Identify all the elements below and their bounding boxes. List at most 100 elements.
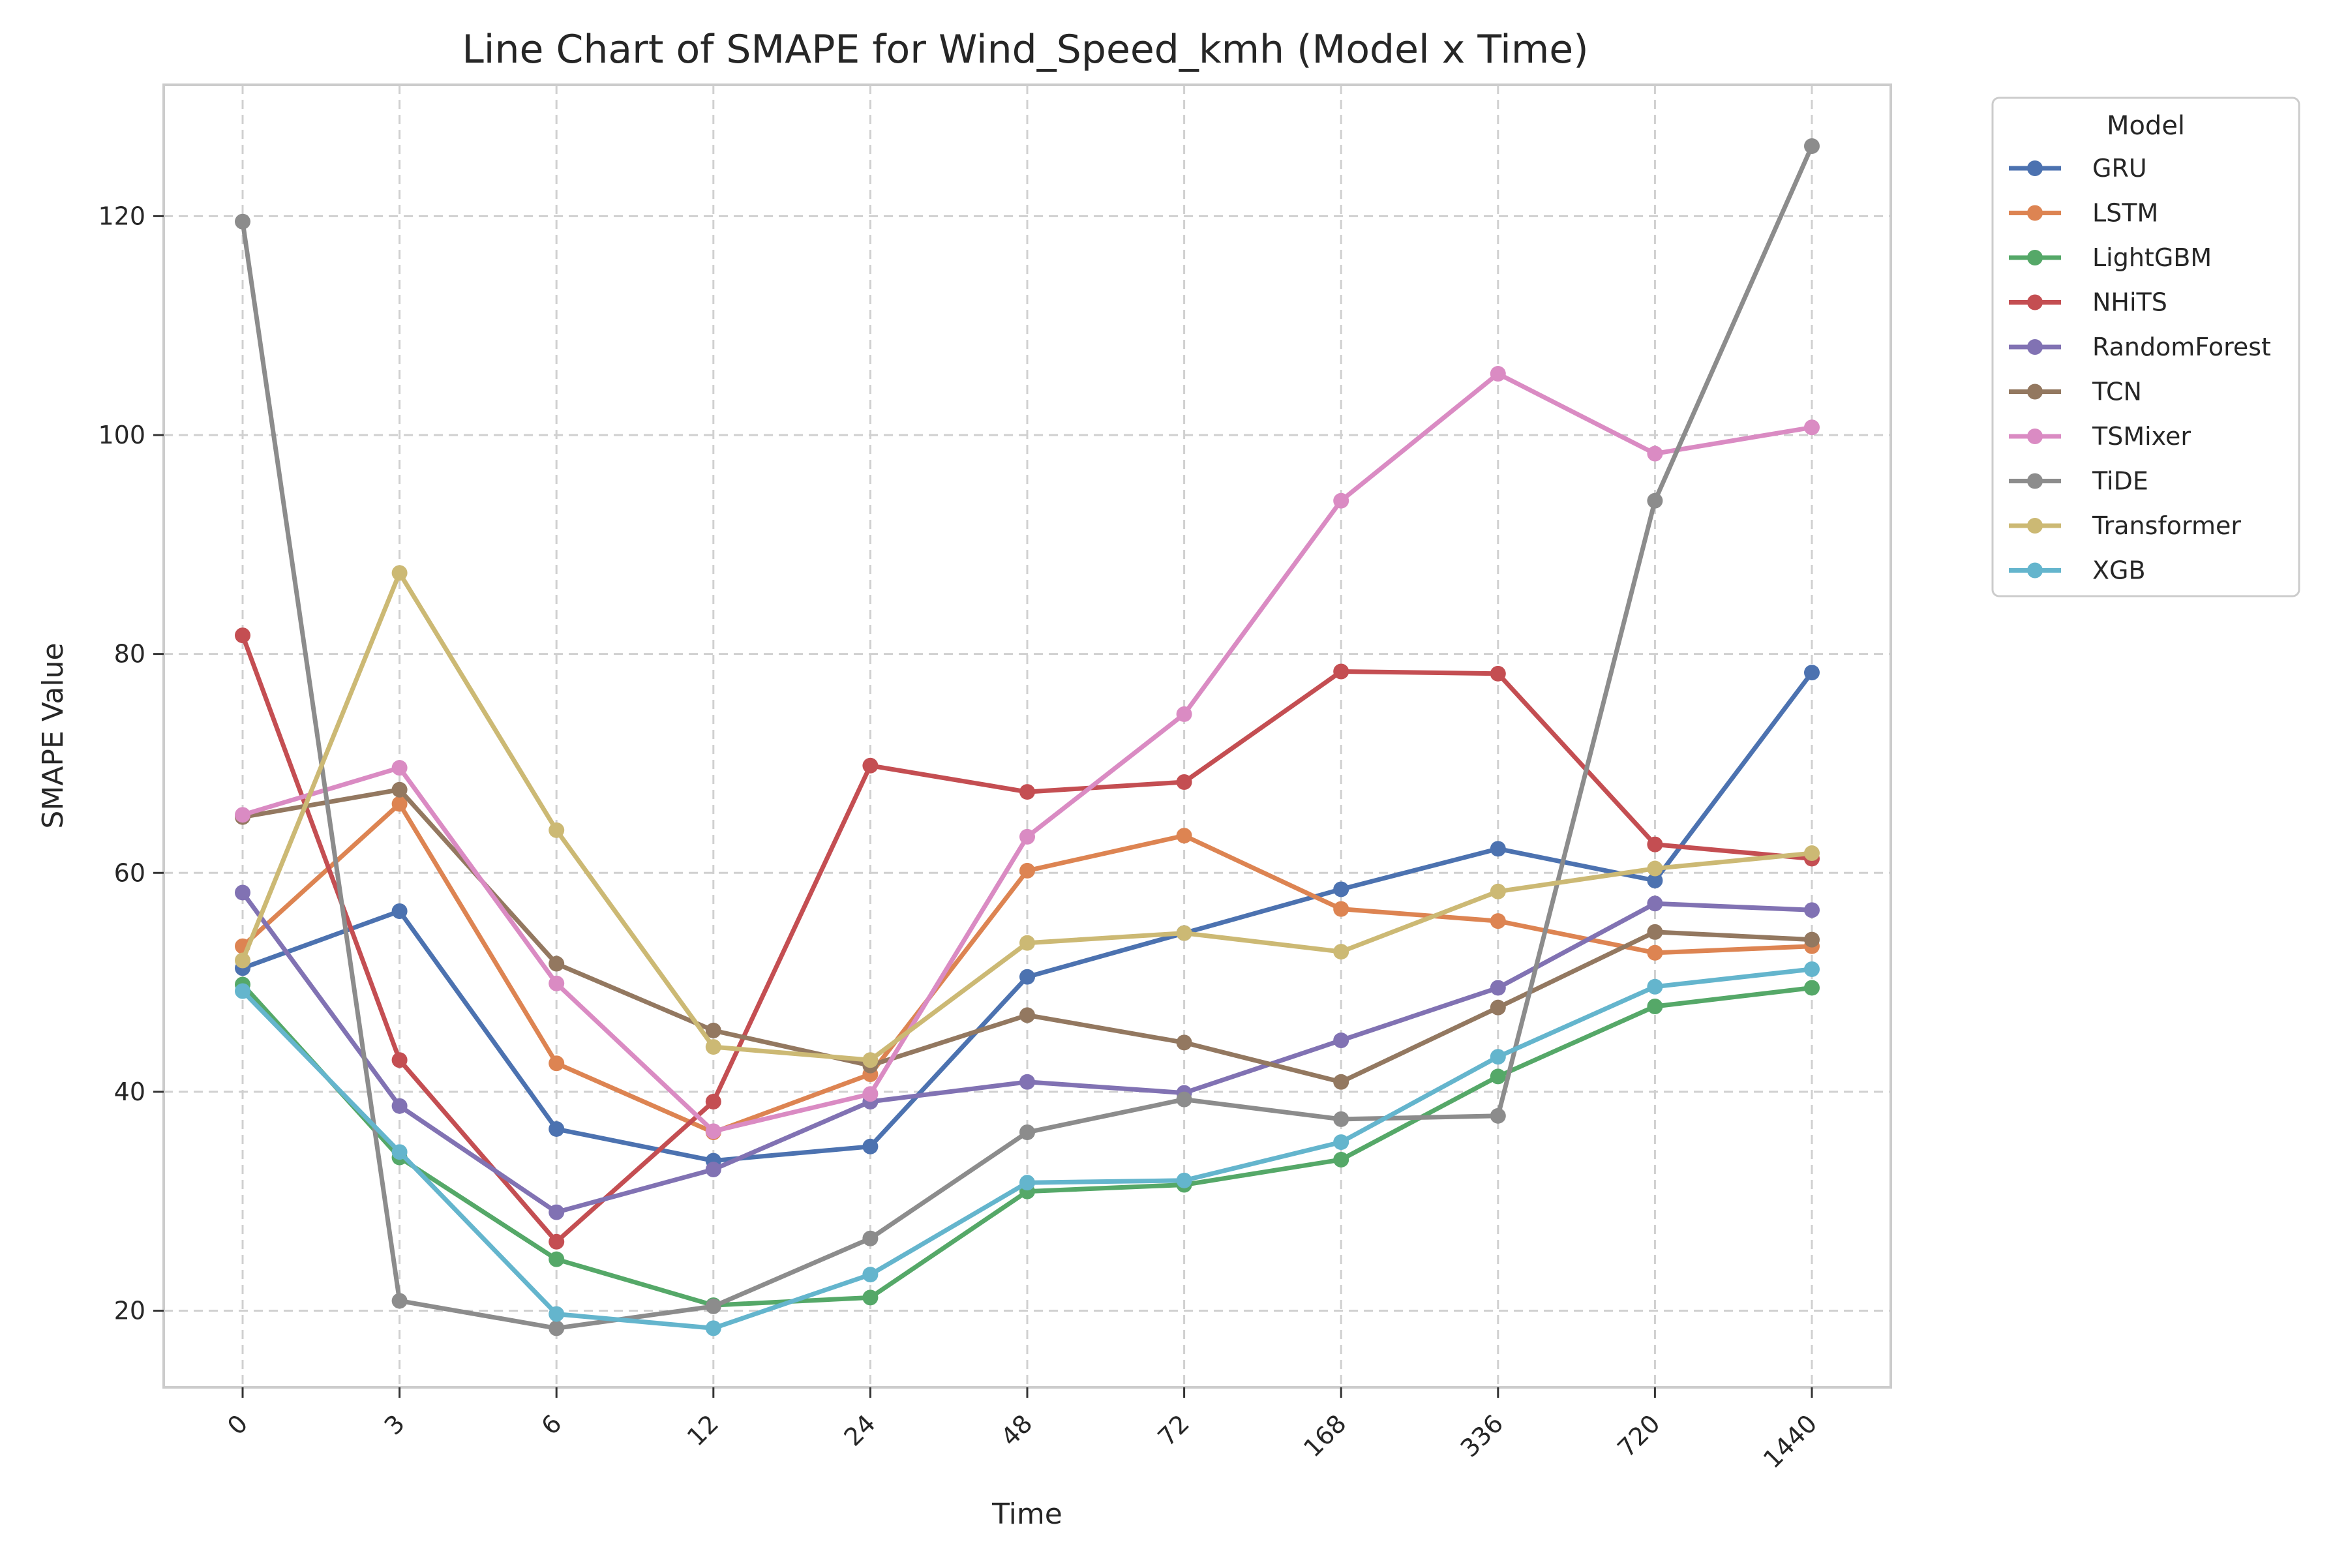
legend-label: Transformer: [2092, 511, 2241, 540]
y-tick-label: 40: [114, 1078, 145, 1106]
data-point: [549, 975, 565, 991]
y-tick-label: 20: [114, 1297, 145, 1325]
legend-marker: [2027, 562, 2043, 579]
legend-label: LightGBM: [2092, 243, 2212, 272]
y-tick-label: 100: [98, 421, 145, 449]
data-point: [391, 1098, 408, 1114]
data-point: [1490, 1108, 1506, 1124]
data-point: [1647, 873, 1663, 889]
data-point: [1333, 1033, 1349, 1049]
legend-marker: [2027, 205, 2043, 221]
data-point: [1490, 1049, 1506, 1065]
legend-label: NHiTS: [2092, 288, 2167, 317]
data-point: [235, 983, 250, 999]
legend-item: RandomForest: [2009, 333, 2271, 361]
data-point: [549, 956, 565, 972]
data-point: [862, 1230, 879, 1246]
data-point: [1804, 931, 1820, 948]
data-point: [391, 760, 408, 776]
legend-item: TSMixer: [2009, 422, 2191, 451]
data-point: [1333, 1074, 1349, 1090]
series-layer: [235, 138, 1820, 1336]
legend-marker: [2027, 518, 2043, 534]
data-point: [391, 565, 408, 581]
data-point: [1490, 841, 1506, 857]
legend-marker: [2027, 384, 2043, 400]
data-point: [391, 903, 408, 920]
y-tick-label: 60: [114, 858, 145, 887]
data-point: [705, 1039, 721, 1055]
legend-label: TCN: [2092, 378, 2142, 406]
legend-item: TiDE: [2009, 467, 2148, 496]
data-point: [1647, 896, 1663, 912]
data-point: [1333, 663, 1349, 680]
data-point: [549, 1055, 565, 1072]
data-point: [1176, 1172, 1192, 1188]
data-point: [1490, 883, 1506, 899]
data-point: [1176, 1034, 1192, 1051]
legend-marker: [2027, 429, 2043, 444]
y-axis-label: SMAPE Value: [37, 642, 70, 828]
legend-box: [1991, 97, 2300, 597]
data-point: [1019, 1124, 1035, 1140]
data-point: [1804, 845, 1820, 862]
legend-item: Transformer: [2009, 511, 2241, 540]
data-point: [549, 1204, 565, 1220]
data-point: [1176, 1091, 1192, 1108]
data-point: [1333, 901, 1349, 917]
legend-label: GRU: [2092, 154, 2147, 183]
data-point: [235, 884, 250, 901]
data-point: [549, 822, 565, 838]
data-point: [1333, 1134, 1349, 1151]
data-point: [705, 1320, 721, 1336]
data-point: [235, 807, 250, 823]
data-point: [1490, 980, 1506, 996]
data-point: [549, 1320, 565, 1336]
data-point: [862, 1289, 879, 1306]
data-point: [1019, 1007, 1035, 1023]
data-point: [1804, 980, 1820, 996]
series-transformer: [235, 565, 1820, 1068]
legend-items: GRU LSTM LightGBM NHiTS RandomForest TCN TSMix…: [2009, 154, 2271, 585]
data-point: [1804, 902, 1820, 918]
series-xgb: [235, 961, 1820, 1336]
legend-item: XGB: [2009, 556, 2146, 585]
data-point: [1490, 366, 1506, 382]
data-point: [549, 1233, 565, 1250]
legend-title: Model: [2107, 111, 2185, 141]
legend-marker: [2027, 339, 2043, 355]
data-point: [1490, 913, 1506, 929]
data-point: [235, 627, 250, 644]
data-point: [549, 1251, 565, 1267]
data-point: [1804, 138, 1820, 154]
series-tsmixer: [235, 366, 1820, 1139]
y-tick-label: 120: [98, 202, 145, 230]
legend-marker: [2027, 250, 2043, 265]
data-point: [705, 1022, 721, 1038]
y-axis-ticks: 20 40 60 80 100 120: [98, 202, 164, 1325]
data-point: [1647, 944, 1663, 961]
data-point: [1804, 961, 1820, 977]
data-point: [1019, 969, 1035, 985]
data-point: [391, 1293, 408, 1309]
chart-title: Line Chart of SMAPE for Wind_Speed_kmh (…: [462, 27, 1588, 72]
data-point: [862, 1086, 879, 1102]
data-point: [1647, 445, 1663, 462]
legend-label: TSMixer: [2092, 422, 2191, 451]
legend-label: XGB: [2092, 556, 2146, 585]
x-tick-label: 336: [1455, 1409, 1509, 1462]
data-point: [1490, 1068, 1506, 1085]
legend-item: NHiTS: [2009, 288, 2167, 317]
data-point: [862, 1052, 879, 1068]
data-point: [549, 1121, 565, 1137]
data-point: [1019, 862, 1035, 879]
data-point: [1019, 1074, 1035, 1090]
data-point: [391, 796, 408, 812]
data-point: [1490, 665, 1506, 682]
data-point: [391, 1052, 408, 1068]
data-point: [1176, 774, 1192, 790]
legend: Model GRU LSTM LightGBM NHiTS RandomForest TC…: [1991, 97, 2300, 597]
data-point: [1333, 881, 1349, 897]
data-point: [1647, 492, 1663, 509]
